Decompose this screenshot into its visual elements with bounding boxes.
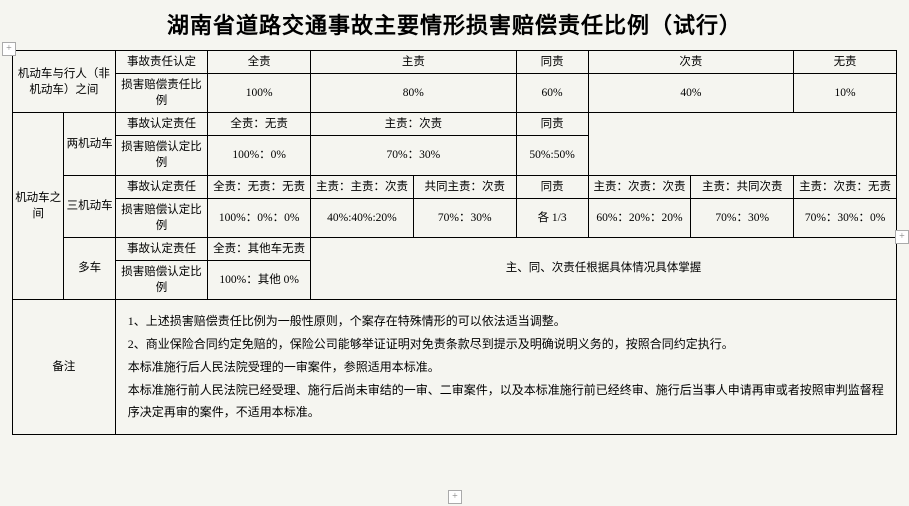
- cell-label: 损害赔偿认定比例: [115, 260, 208, 299]
- page-title: 湖南省道路交通事故主要情形损害赔偿责任比例（试行）: [12, 8, 897, 40]
- resize-handle-icon[interactable]: +: [2, 42, 16, 56]
- cell-value: 同责: [516, 175, 588, 198]
- cell-sub-header: 两机动车: [64, 113, 115, 175]
- cell-value: 全责：无责: [208, 113, 311, 136]
- cell-value: 主责：次责：次责: [588, 175, 691, 198]
- cell-value: 70%：30%: [311, 136, 517, 175]
- cell-value: 各 1/3: [516, 198, 588, 237]
- cell-value: 主责：共同次责: [691, 175, 794, 198]
- resize-handle-icon[interactable]: +: [448, 490, 462, 504]
- cell-value: 70%：30%: [413, 198, 516, 237]
- cell-section-header: 机动车之间: [13, 113, 64, 300]
- cell-remark-label: 备注: [13, 300, 116, 435]
- liability-table: 机动车与行人（非机动车）之间 事故责任认定 全责 主责 同责 次责 无责 损害赔…: [12, 50, 897, 435]
- cell-header: 全责: [208, 51, 311, 74]
- cell-sub-header: 三机动车: [64, 175, 115, 237]
- table-row: 机动车与行人（非机动车）之间 事故责任认定 全责 主责 同责 次责 无责: [13, 51, 897, 74]
- table-row: 三机动车 事故认定责任 全责：无责：无责 主责：主责：次责 共同主责：次责 同责…: [13, 175, 897, 198]
- cell-label: 损害赔偿认定比例: [115, 198, 208, 237]
- cell-label: 损害赔偿认定比例: [115, 136, 208, 175]
- cell-value: 100%：0%: [208, 136, 311, 175]
- cell-label: 事故认定责任: [115, 113, 208, 136]
- cell-value: 100%: [208, 74, 311, 113]
- cell-value: 主责：次责: [311, 113, 517, 136]
- cell-value: 共同主责：次责: [413, 175, 516, 198]
- cell-label: 损害赔偿责任比例: [115, 74, 208, 113]
- cell-header: 主责: [311, 51, 517, 74]
- cell-value: 主责：次责：无责: [794, 175, 897, 198]
- cell-value: 50%:50%: [516, 136, 588, 175]
- table-row: 损害赔偿认定比例 100%：0%：0% 40%:40%:20% 70%：30% …: [13, 198, 897, 237]
- cell-label: 事故责任认定: [115, 51, 208, 74]
- cell-value: 全责：其他车无责: [208, 237, 311, 260]
- table-row: 机动车之间 两机动车 事故认定责任 全责：无责 主责：次责 同责: [13, 113, 897, 136]
- cell-value: 同责: [516, 113, 588, 136]
- cell-value: 70%：30%：0%: [794, 198, 897, 237]
- cell-value: 全责：无责：无责: [208, 175, 311, 198]
- cell-value: 60%: [516, 74, 588, 113]
- resize-handle-icon[interactable]: +: [895, 230, 909, 244]
- cell-value: 主、同、次责任根据具体情况具体掌握: [311, 237, 897, 299]
- cell-value: 100%：0%：0%: [208, 198, 311, 237]
- cell-value: 10%: [794, 74, 897, 113]
- cell-header: 同责: [516, 51, 588, 74]
- cell-header: 次责: [588, 51, 794, 74]
- table-row: 损害赔偿责任比例 100% 80% 60% 40% 10%: [13, 74, 897, 113]
- cell-label: 事故认定责任: [115, 175, 208, 198]
- cell-value: 100%：其他 0%: [208, 260, 311, 299]
- cell-section-header: 机动车与行人（非机动车）之间: [13, 51, 116, 113]
- cell-value: 60%：20%：20%: [588, 198, 691, 237]
- cell-value: 40%: [588, 74, 794, 113]
- cell-sub-header: 多车: [64, 237, 115, 299]
- cell-header: 无责: [794, 51, 897, 74]
- cell-empty: [588, 113, 896, 175]
- cell-value: 40%:40%:20%: [311, 198, 414, 237]
- cell-remark-content: 1、上述损害赔偿责任比例为一般性原则，个案存在特殊情形的可以依法适当调整。2、商…: [115, 300, 896, 435]
- cell-label: 事故认定责任: [115, 237, 208, 260]
- table-row-remark: 备注 1、上述损害赔偿责任比例为一般性原则，个案存在特殊情形的可以依法适当调整。…: [13, 300, 897, 435]
- cell-value: 主责：主责：次责: [311, 175, 414, 198]
- table-row: 多车 事故认定责任 全责：其他车无责 主、同、次责任根据具体情况具体掌握: [13, 237, 897, 260]
- cell-value: 70%：30%: [691, 198, 794, 237]
- cell-value: 80%: [311, 74, 517, 113]
